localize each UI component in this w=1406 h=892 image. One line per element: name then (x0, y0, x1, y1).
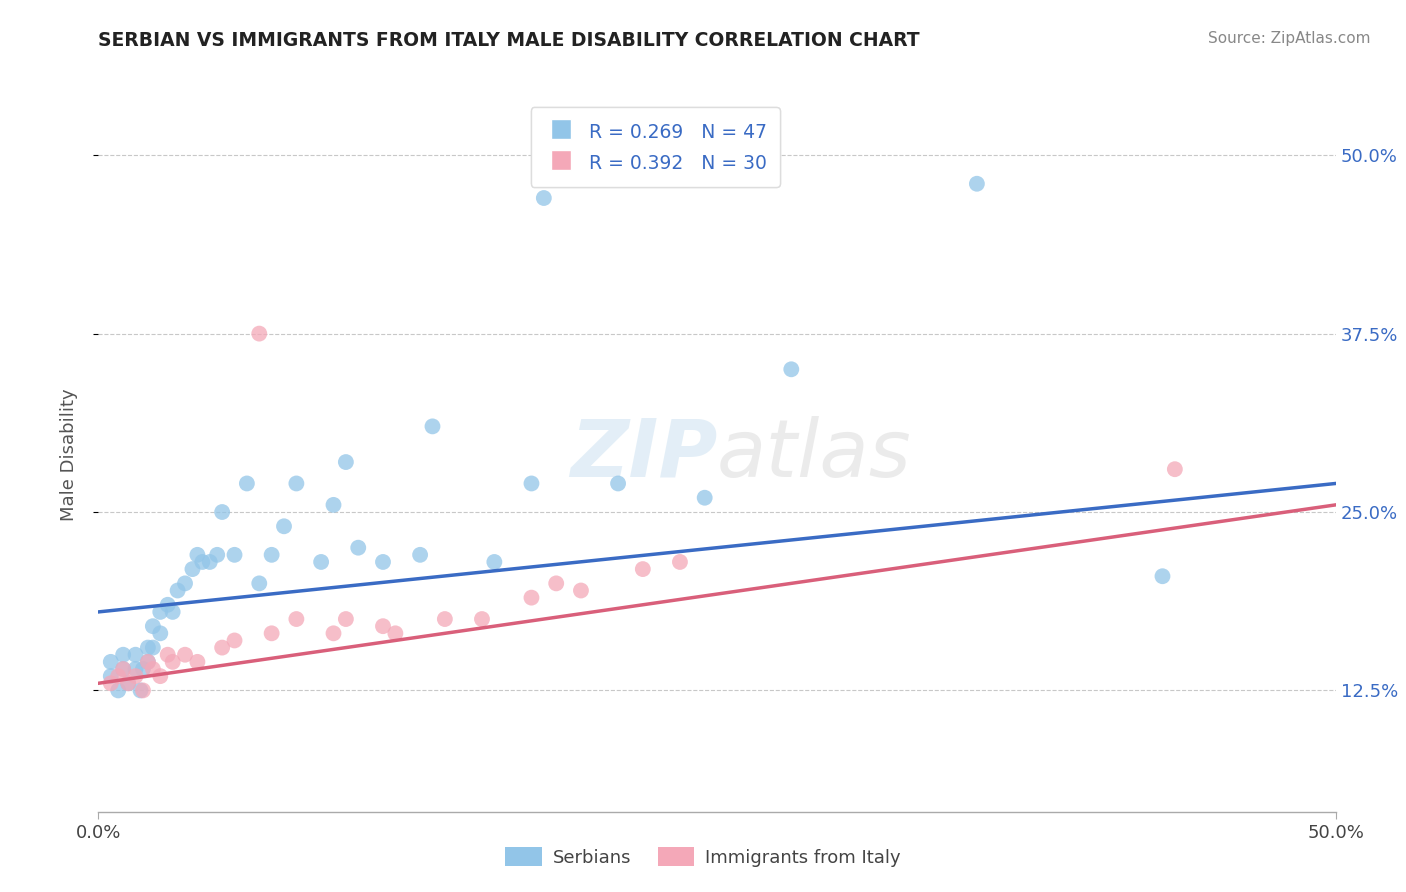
Text: SERBIAN VS IMMIGRANTS FROM ITALY MALE DISABILITY CORRELATION CHART: SERBIAN VS IMMIGRANTS FROM ITALY MALE DI… (98, 31, 920, 50)
Point (142, 619, 165, 633)
Point (607, 476, 630, 491)
Point (471, 612, 494, 626)
Point (107, 683, 129, 698)
Point (384, 626, 406, 640)
Point (546, 576, 568, 591)
Point (224, 633, 246, 648)
Point (285, 612, 308, 626)
Text: Source: ZipAtlas.com: Source: ZipAtlas.com (1208, 31, 1371, 46)
Point (224, 548, 246, 562)
Point (107, 669, 129, 683)
Text: atlas: atlas (717, 416, 912, 494)
Point (422, 419, 444, 434)
Point (780, 362, 803, 376)
Point (142, 662, 165, 676)
Point (198, 555, 221, 569)
Point (409, 548, 432, 562)
Point (112, 648, 135, 662)
Text: ZIP: ZIP (569, 416, 717, 494)
Point (117, 676, 139, 690)
Point (484, 555, 506, 569)
Point (309, 555, 332, 569)
Point (124, 648, 146, 662)
Point (520, 591, 543, 605)
Point (211, 505, 233, 519)
Point (112, 662, 135, 676)
Point (247, 576, 270, 591)
Point (669, 555, 692, 569)
Point (260, 548, 283, 562)
Point (371, 555, 394, 569)
Point (162, 605, 184, 619)
Point (285, 476, 308, 491)
Point (100, 669, 122, 683)
Point (142, 640, 165, 655)
Point (205, 548, 228, 562)
Point (136, 655, 159, 669)
Point (136, 640, 159, 655)
Point (236, 476, 259, 491)
Point (347, 541, 370, 555)
Point (433, 612, 456, 626)
Point (186, 655, 208, 669)
Point (966, 177, 988, 191)
Legend: R = 0.269   N = 47, R = 0.392   N = 30: R = 0.269 N = 47, R = 0.392 N = 30 (530, 108, 780, 187)
Point (335, 612, 357, 626)
Point (124, 669, 146, 683)
Point (166, 583, 188, 598)
Point (149, 669, 172, 683)
Point (136, 655, 159, 669)
Point (162, 655, 184, 669)
Point (631, 562, 654, 576)
Point (260, 626, 283, 640)
Point (1164, 462, 1187, 476)
Point (117, 676, 139, 690)
Point (132, 662, 155, 676)
Point (100, 655, 122, 669)
Point (211, 640, 233, 655)
Point (371, 619, 394, 633)
Point (149, 605, 172, 619)
Y-axis label: Male Disability: Male Disability (59, 389, 77, 521)
Point (112, 662, 135, 676)
Point (181, 562, 204, 576)
Point (273, 519, 295, 533)
Point (174, 648, 197, 662)
Point (569, 583, 592, 598)
Point (322, 626, 344, 640)
Point (186, 548, 208, 562)
Point (533, 191, 555, 205)
Point (247, 326, 270, 341)
Point (322, 498, 344, 512)
Point (693, 491, 716, 505)
Legend: Serbians, Immigrants from Italy: Serbians, Immigrants from Italy (498, 840, 908, 874)
Point (124, 662, 146, 676)
Point (156, 598, 179, 612)
Point (520, 476, 543, 491)
Point (156, 648, 179, 662)
Point (335, 455, 357, 469)
Point (129, 683, 152, 698)
Point (191, 555, 214, 569)
Point (174, 576, 197, 591)
Point (132, 683, 155, 698)
Point (100, 676, 122, 690)
Point (1152, 569, 1174, 583)
Point (149, 626, 172, 640)
